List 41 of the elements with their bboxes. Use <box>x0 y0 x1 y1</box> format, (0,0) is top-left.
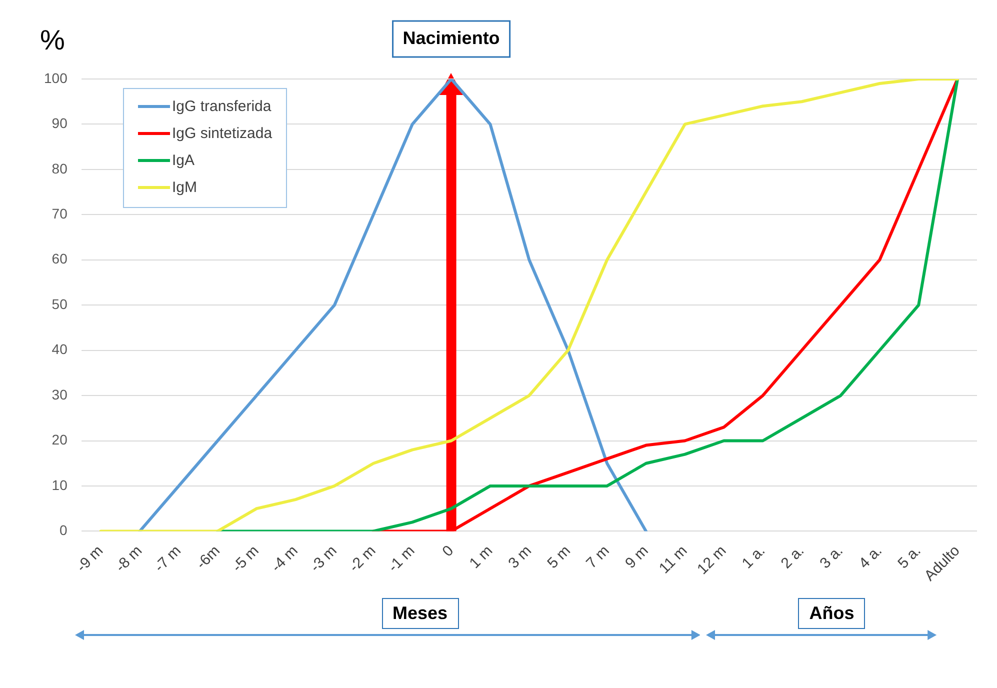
x-tick-label: -8 m <box>112 542 146 576</box>
legend-label: IgA <box>172 152 195 169</box>
x-tick-label: 11 m <box>656 542 691 578</box>
y-tick-label: 100 <box>44 70 68 86</box>
x-tick-label: -2 m <box>346 542 380 576</box>
x-tick-label: 2 a. <box>778 542 808 572</box>
x-tick-label: -1 m <box>384 542 418 576</box>
x-tick-label: 3 a. <box>816 542 846 572</box>
x-tick-label: 4 a. <box>856 542 886 572</box>
y-tick-label: 70 <box>52 206 68 222</box>
y-tick-label: 50 <box>52 296 68 312</box>
x-tick-label: 7 m <box>583 542 613 572</box>
legend-label: IgG sintetizada <box>172 125 272 142</box>
x-tick-label: 1 a. <box>738 542 769 572</box>
x-tick-label: -5 m <box>229 542 262 576</box>
y-tick-label: 90 <box>52 115 68 132</box>
y-tick-label: 30 <box>52 386 68 402</box>
x-tick-label: -6m <box>193 542 224 573</box>
legend-label: IgG transferida <box>172 98 272 115</box>
y-axis-title: % <box>40 24 65 56</box>
x-tick-label: 1 m <box>466 542 496 572</box>
x-tick-label: 5 m <box>544 542 574 572</box>
y-tick-label: 20 <box>52 432 68 448</box>
x-tick-label: 9 m <box>622 542 652 572</box>
x-tick-label: -7 m <box>151 542 184 576</box>
text: Años <box>798 598 866 629</box>
x-tick-label: -3 m <box>306 542 340 576</box>
legend-label: IgM <box>172 179 198 196</box>
x-tick-label: 12 m <box>694 542 730 578</box>
x-tick-label: 3 m <box>505 542 535 572</box>
text: Meses <box>382 598 459 629</box>
x-tick-label: -4 m <box>268 542 302 576</box>
y-tick-label: 40 <box>52 341 68 358</box>
x-tick-label: -9 m <box>73 542 107 576</box>
y-tick-label: 80 <box>52 160 68 176</box>
x-tick-label: 0 <box>439 542 458 560</box>
x-tick-label: 5 a. <box>894 542 924 572</box>
ref-line-label: Nacimiento <box>402 28 500 48</box>
y-tick-label: 10 <box>52 476 68 493</box>
y-tick-label: 0 <box>60 522 68 538</box>
y-tick-label: 60 <box>52 250 68 267</box>
